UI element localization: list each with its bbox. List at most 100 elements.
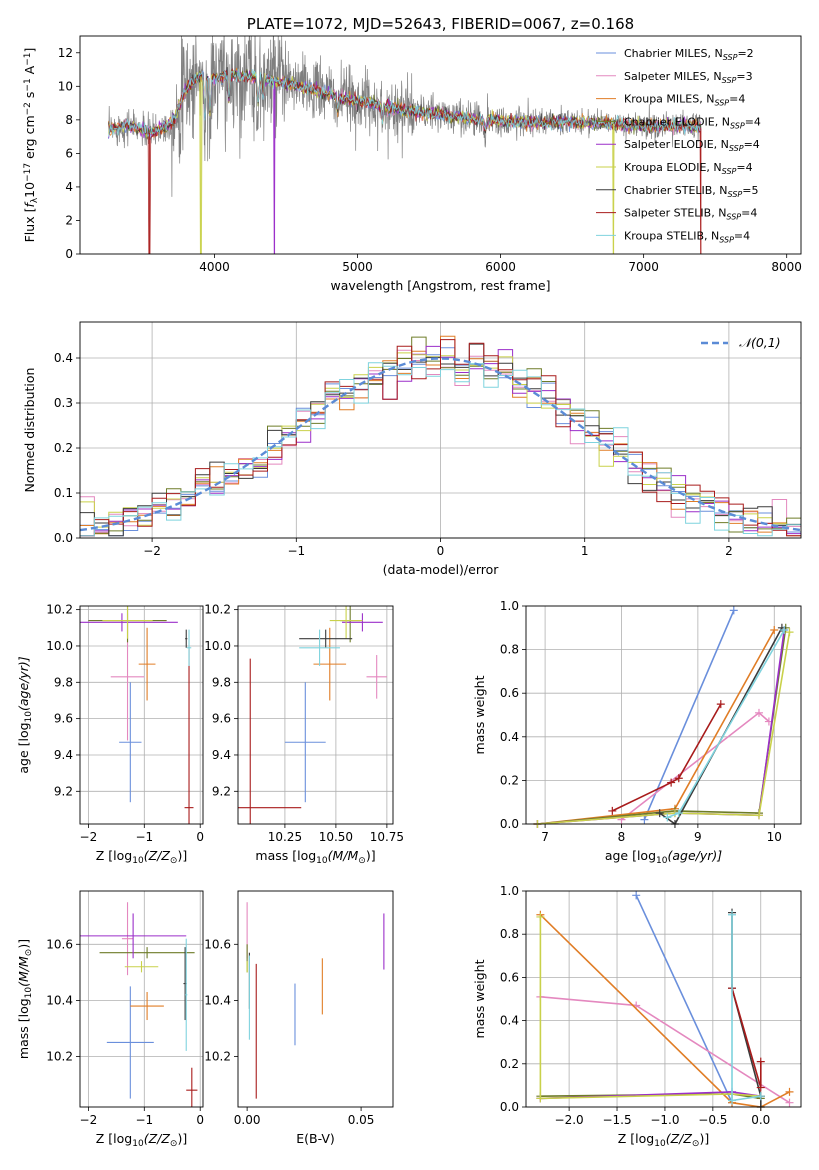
y-tick-label: 10.2 [46, 1050, 73, 1064]
x-tick-label: 10.25 [268, 830, 302, 844]
x-tick-label: 10.50 [319, 830, 353, 844]
age_vs_Z-ylabel: age [log10(age/yr)] [16, 656, 34, 773]
legend-sub: SSP [714, 99, 729, 108]
legend-model: Salpeter ELODIE, N [624, 138, 729, 151]
spectrum-model-line [108, 69, 702, 254]
legend-sub: SSP [722, 167, 737, 176]
mw_vs_Z-panel: −2.0 −1.5 −1.0 −0.5 0.0 0.0 0.2 0.4 0.6 0.8 1.0 Z [… [472, 884, 802, 1149]
legend-sub: SSP [726, 213, 741, 222]
mass_vs_ebv-panel: 0.00 0.05 10.2 10.4 10.6 E(B-V) [204, 890, 394, 1146]
spectrum-ylabel-part: 10 [22, 182, 37, 198]
x-tick-label: 0.0 [751, 1113, 770, 1127]
legend-n: =4 [745, 115, 761, 128]
legend-entry: 𝒩(0,1) [739, 335, 781, 350]
legend-n: =4 [729, 93, 745, 106]
age_vs_mass-xlabel-part: mass [log [255, 848, 316, 863]
x-tick-label: 5000 [342, 260, 373, 274]
x-tick-label: −1 [135, 1113, 153, 1127]
mass-weight-marker [756, 1083, 765, 1092]
legend-sub: SSP [723, 53, 738, 62]
y-tick-label: 9.2 [54, 784, 73, 798]
y-tick-label: 0.1 [54, 486, 73, 500]
x-tick-label: −0.5 [698, 1113, 727, 1127]
legend-model: Chabrier MILES, N [624, 47, 723, 60]
age_vs_Z-xlabel-part: )] [177, 848, 187, 863]
x-tick-label: 10 [767, 830, 782, 844]
y-tick-label: 0.4 [500, 730, 519, 744]
legend-entry: Salpeter STELIB, NSSP=4 [624, 207, 757, 222]
axes-frame [79, 605, 204, 825]
y-tick-label: 9.8 [54, 675, 73, 689]
y-tick-label: 0.2 [500, 1057, 519, 1071]
axes-frame [237, 890, 394, 1108]
mass-weight-marker [754, 811, 763, 820]
mass_vs_Z-ylabel-part: (M/M [16, 956, 31, 987]
y-tick-label: 0.0 [500, 1100, 519, 1114]
residuals-panel: −2 −1 0 1 2 0.0 0.1 0.2 0.3 0.4 (data-model)/error… [22, 321, 802, 577]
y-tick-label: 0.8 [500, 643, 519, 657]
y-tick-label: 9.2 [212, 784, 231, 798]
mass_vs_Z-xlabel-part: 10 [132, 1139, 144, 1149]
mw_vs_Z-xlabel-part: (Z/Z [666, 1131, 693, 1146]
legend-model: Salpeter STELIB, N [624, 207, 726, 220]
y-tick-label: 0.0 [500, 817, 519, 831]
y-tick-label: 10.2 [204, 1050, 231, 1064]
x-tick-label: 10.75 [370, 830, 404, 844]
gaussian-curve [80, 357, 801, 532]
mw_vs_Z-xlabel-part: ⊙ [692, 1139, 700, 1149]
mass-weight-marker [756, 1092, 765, 1101]
spectrum-model-line [108, 67, 702, 137]
age_vs_mass-xlabel: mass [log10(M/M⊙)] [255, 848, 375, 866]
mass-weight-marker [536, 912, 545, 921]
legend-model: Kroupa ELODIE, N [624, 161, 722, 174]
x-tick-label: 2 [725, 544, 733, 558]
axes-frame [79, 35, 802, 255]
x-tick-label: 8000 [771, 260, 802, 274]
age_vs_Z-xlabel-part: Z [log [96, 848, 132, 863]
legend-model: Chabrier ELODIE, N [624, 115, 730, 128]
legend-n: =5 [742, 184, 758, 197]
legend-sub: SSP [728, 190, 743, 199]
mass-weight-marker [780, 625, 789, 634]
age_vs_Z-xlabel-part: (Z/Z [144, 848, 171, 863]
legend-entry: Salpeter MILES, NSSP=3 [624, 70, 753, 85]
spectrum-ylabel-part: f [22, 202, 37, 208]
x-tick-label: 6000 [485, 260, 516, 274]
x-tick-label: 8 [618, 830, 626, 844]
x-tick-label: −1.0 [650, 1113, 679, 1127]
mw_vs_Z-ylabel: mass weight [472, 959, 487, 1038]
mass_vs_Z-ylabel-part: 10 [24, 987, 34, 999]
mass-weight-marker [663, 813, 672, 822]
residuals-ylabel: Normed distribution [22, 368, 37, 493]
age_vs_Z-xlabel: Z [log10(Z/Z⊙)] [96, 848, 187, 866]
legend-entry: Kroupa ELODIE, NSSP=4 [624, 161, 753, 176]
y-tick-label: 0.4 [54, 351, 73, 365]
y-tick-label: 0.3 [54, 396, 73, 410]
legend-entry: Chabrier ELODIE, NSSP=4 [624, 115, 761, 130]
legend-model: Kroupa STELIB, N [624, 229, 719, 242]
spectrum-ylabel-part: s [22, 92, 37, 103]
axes-frame [237, 605, 394, 825]
mass-weight-line [539, 916, 761, 1100]
mw_vs_Z-xlabel-part: 10 [654, 1139, 666, 1149]
legend-model: Kroupa MILES, N [624, 93, 714, 106]
mass-weight-marker [770, 625, 779, 634]
mass-weight-marker [728, 1096, 737, 1105]
y-tick-label: 0.8 [500, 927, 519, 941]
legend-sub: SSP [730, 121, 745, 130]
age_vs_Z-ylabel-part: 10 [24, 711, 34, 723]
legend-n: =3 [736, 70, 752, 83]
mass-weight-line [537, 629, 785, 824]
mw_vs_age-xlabel: age [log10(age/yr)] [605, 848, 722, 866]
y-tick-label: 9.4 [212, 748, 231, 762]
y-tick-label: 12 [58, 46, 73, 60]
mass_vs_Z-xlabel: Z [log10(Z/Z⊙)] [96, 1131, 187, 1149]
mass-weight-line [537, 629, 775, 824]
spectrum-ylabel-part: Flux [ [22, 208, 37, 243]
age_vs_mass-xlabel-part: )] [366, 848, 376, 863]
spectrum-ylabel-part: −2 [23, 102, 33, 115]
mass_vs_Z-ylabel-part: ⊙ [24, 949, 34, 957]
mw_vs_age-ylabel: mass weight [472, 675, 487, 754]
legend-n: =4 [741, 207, 757, 220]
